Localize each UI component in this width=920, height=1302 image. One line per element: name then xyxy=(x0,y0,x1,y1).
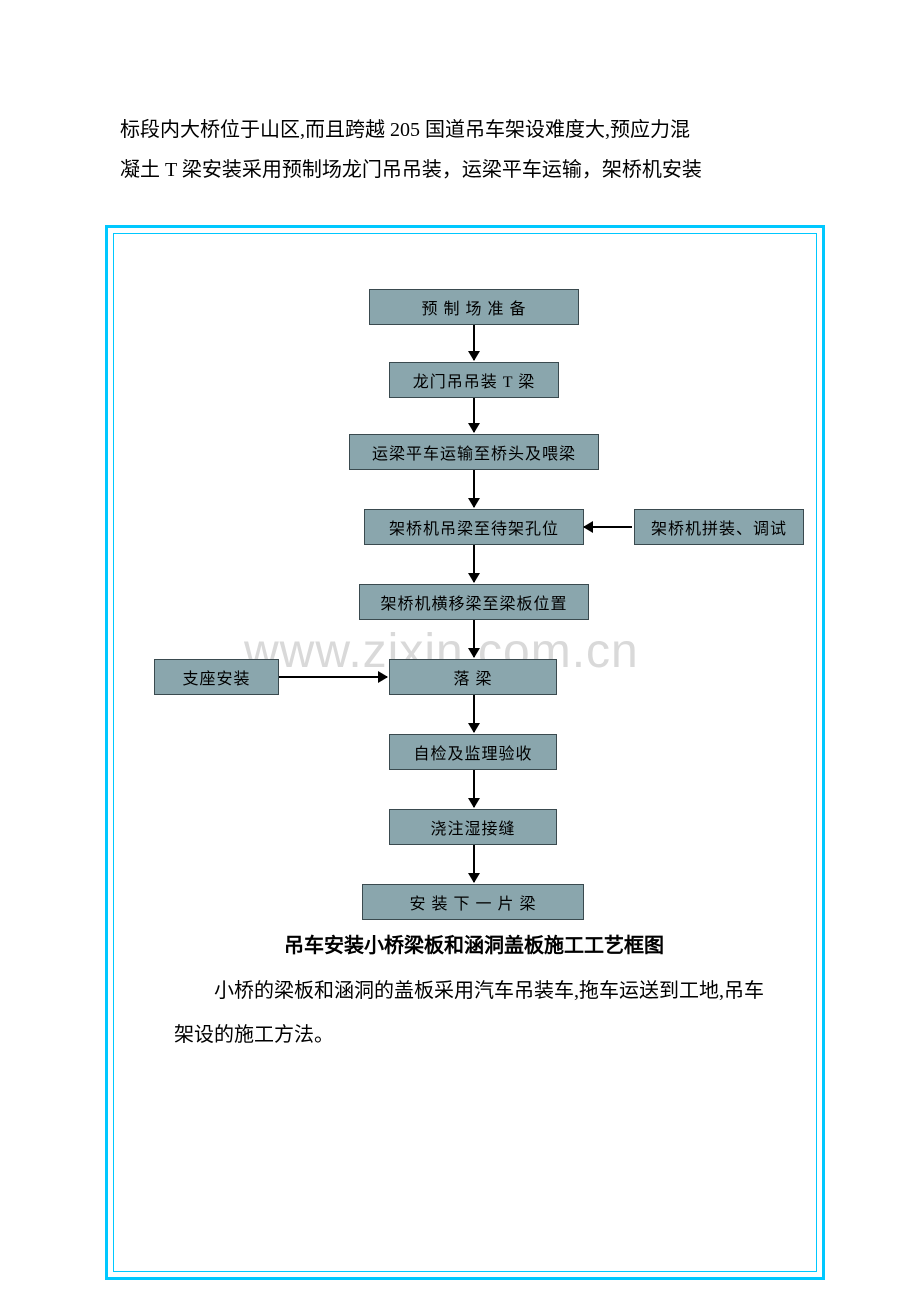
body-paragraph: 小桥的梁板和涵洞的盖板采用汽车吊装车,拖车运送到工地,吊车架设的施工方法。 xyxy=(174,969,769,1057)
flow-node-n11: 安 装 下 一 片 梁 xyxy=(362,884,584,920)
intro-line-1: 标段内大桥位于山区,而且跨越 205 国道吊车架设难度大,预应力混 xyxy=(120,110,820,150)
section-title: 吊车安装小桥梁板和涵洞盖板施工工艺框图 xyxy=(244,929,704,958)
flow-node-n2: 龙门吊吊装 T 梁 xyxy=(389,362,559,398)
flow-node-n4: 架桥机吊梁至待架孔位 xyxy=(364,509,584,545)
flow-arrow-down-0 xyxy=(473,325,475,360)
flow-arrow-h-1 xyxy=(279,676,387,678)
flow-arrow-down-2 xyxy=(473,470,475,507)
flow-arrow-down-6 xyxy=(473,770,475,807)
intro-paragraph: 标段内大桥位于山区,而且跨越 205 国道吊车架设难度大,预应力混 凝土 T 梁… xyxy=(120,110,820,190)
flow-arrow-down-3 xyxy=(473,545,475,582)
page-inner-frame: www.zixin.com.cn 预 制 场 准 备龙门吊吊装 T 梁运梁平车运… xyxy=(113,233,817,1272)
page-outer-frame: www.zixin.com.cn 预 制 场 准 备龙门吊吊装 T 梁运梁平车运… xyxy=(105,225,825,1280)
flow-node-n9: 自检及监理验收 xyxy=(389,734,557,770)
flow-node-n3: 运梁平车运输至桥头及喂梁 xyxy=(349,434,599,470)
flow-arrow-h-0 xyxy=(584,526,632,528)
flow-node-n10: 浇注湿接缝 xyxy=(389,809,557,845)
flow-arrow-down-7 xyxy=(473,845,475,882)
flow-node-n5: 架桥机拼装、调试 xyxy=(634,509,804,545)
flow-node-n1: 预 制 场 准 备 xyxy=(369,289,579,325)
flow-node-n8: 支座安装 xyxy=(154,659,279,695)
flow-node-n6: 架桥机横移梁至梁板位置 xyxy=(359,584,589,620)
flow-arrow-down-1 xyxy=(473,398,475,432)
flow-node-n7: 落 梁 xyxy=(389,659,557,695)
flow-arrow-down-5 xyxy=(473,695,475,732)
flow-arrow-down-4 xyxy=(473,620,475,657)
flowchart-area: 预 制 场 准 备龙门吊吊装 T 梁运梁平车运输至桥头及喂梁架桥机吊梁至待架孔位… xyxy=(114,234,816,1271)
intro-line-2: 凝土 T 梁安装采用预制场龙门吊吊装，运梁平车运输，架桥机安装 xyxy=(120,150,820,190)
